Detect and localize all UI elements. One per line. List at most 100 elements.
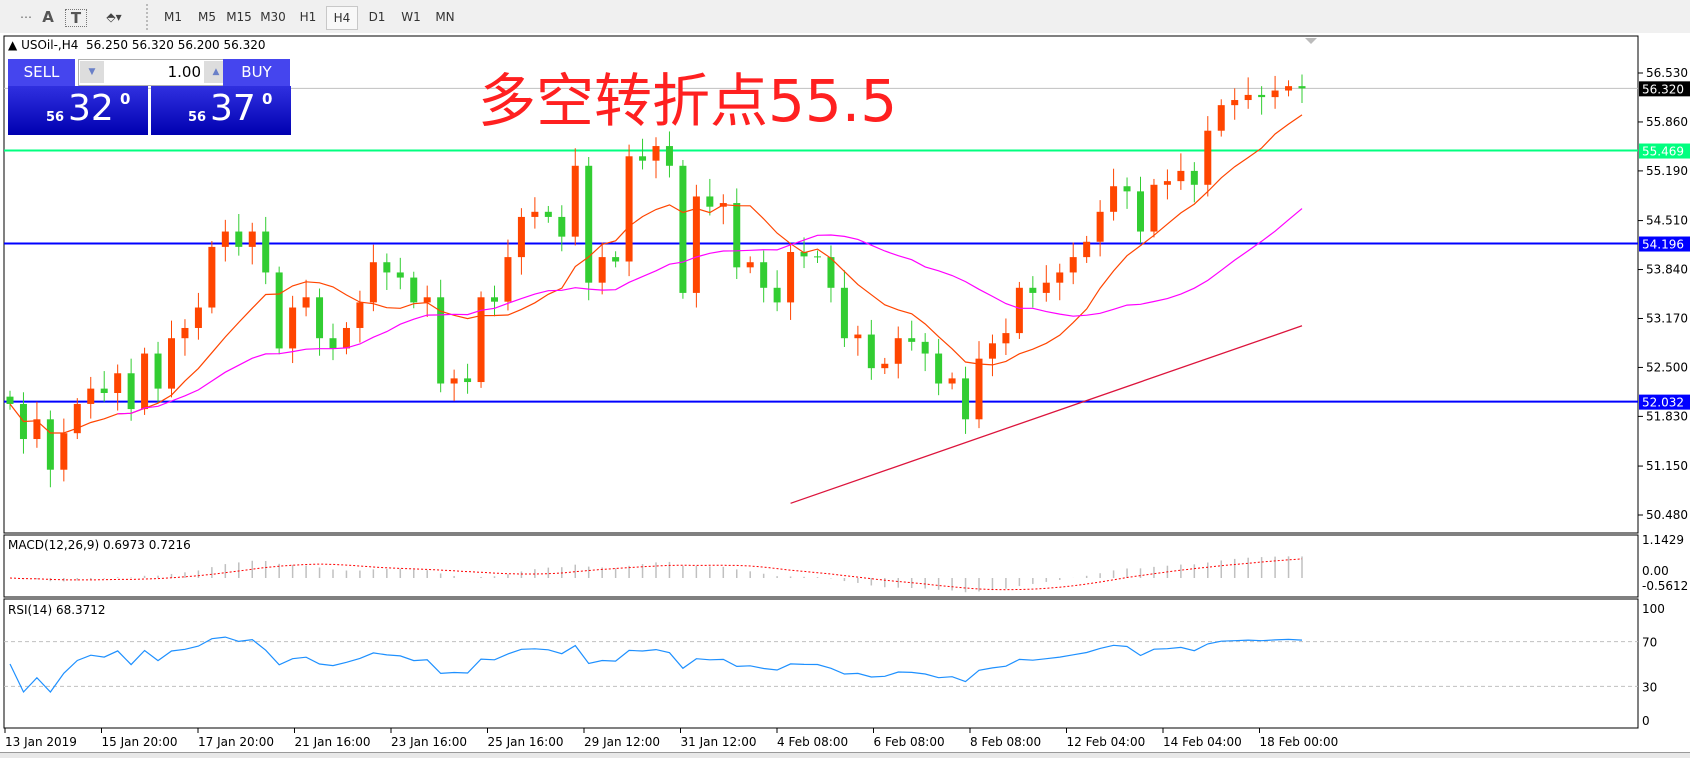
bullish-candle bbox=[1204, 130, 1212, 185]
support-level-badge bbox=[1639, 394, 1690, 410]
bearish-candle bbox=[1029, 287, 1037, 293]
bearish-candle bbox=[329, 338, 337, 349]
timeframe-d1-button[interactable]: D1 bbox=[368, 10, 386, 24]
collapse-triangle-icon[interactable]: ▲ bbox=[8, 38, 18, 52]
timeframe-w1-button[interactable]: W1 bbox=[401, 10, 421, 24]
bullish-candle bbox=[787, 251, 795, 303]
bullish-candle bbox=[369, 262, 377, 303]
time-tick-label: 21 Jan 16:00 bbox=[295, 735, 371, 749]
bullish-candle bbox=[450, 378, 458, 384]
rsi-tick-label: 0 bbox=[1642, 714, 1650, 728]
text-label-tool-icon[interactable]: T bbox=[65, 9, 87, 27]
toolbar-separator bbox=[146, 4, 148, 30]
bearish-candle bbox=[935, 353, 943, 384]
ohlc-close: 56.320 bbox=[223, 38, 266, 52]
bullish-candle bbox=[141, 353, 149, 410]
chart-tabs-bar bbox=[0, 752, 1690, 758]
bullish-candle bbox=[221, 231, 229, 247]
buy-price-main: 37 bbox=[210, 88, 256, 129]
bearish-candle bbox=[733, 203, 741, 268]
arrows-tool-icon[interactable]: ⬘▾ bbox=[106, 10, 122, 24]
timeframe-h4-button[interactable]: H4 bbox=[326, 6, 358, 30]
macd-tick-label: -0.5612 bbox=[1642, 579, 1688, 593]
buy-button[interactable]: BUY bbox=[223, 59, 290, 87]
lot-size-field[interactable]: ▼ 1.00 ▲ bbox=[78, 59, 230, 86]
bullish-candle bbox=[1244, 94, 1252, 101]
bearish-candle bbox=[491, 297, 498, 302]
sell-price-prefix: 56 bbox=[46, 110, 65, 125]
lot-decrease-icon[interactable]: ▼ bbox=[80, 61, 104, 83]
bearish-candle bbox=[127, 373, 135, 410]
bullish-candle bbox=[477, 297, 485, 383]
bearish-candle bbox=[275, 272, 283, 349]
bullish-candle bbox=[1271, 90, 1279, 98]
bullish-candle bbox=[194, 307, 202, 328]
lot-size-value[interactable]: 1.00 bbox=[167, 63, 201, 81]
chart-window[interactable] bbox=[0, 33, 1690, 757]
ohlc-open: 56.250 bbox=[86, 38, 129, 52]
bullish-candle bbox=[33, 419, 41, 440]
bullish-candle bbox=[60, 433, 68, 470]
bearish-candle bbox=[867, 334, 875, 369]
bullish-candle bbox=[1096, 211, 1104, 242]
bearish-candle bbox=[679, 165, 687, 293]
price-tick-label: 52.500 bbox=[1646, 360, 1688, 374]
bullish-candle bbox=[168, 338, 175, 389]
rsi-plot-frame bbox=[3, 598, 1639, 729]
support-level-label: 54.196 bbox=[1642, 238, 1684, 252]
buy-price[interactable]: 56 37 0 bbox=[151, 86, 291, 135]
timeframe-mn-button[interactable]: MN bbox=[435, 10, 455, 24]
macd-label: MACD(12,26,9) 0.6973 0.7216 bbox=[8, 538, 191, 552]
bullish-candle bbox=[571, 165, 579, 237]
time-tick-label: 23 Jan 16:00 bbox=[391, 735, 467, 749]
time-tick-label: 18 Feb 00:00 bbox=[1260, 735, 1339, 749]
chart-header: ▲ USOil-,H4 56.250 56.320 56.200 56.320 bbox=[8, 38, 266, 52]
timeframe-m30-button[interactable]: M30 bbox=[260, 10, 286, 24]
bullish-candle bbox=[114, 373, 122, 394]
bullish-candle bbox=[504, 257, 512, 302]
bearish-candle bbox=[262, 231, 270, 273]
timeframe-m1-button[interactable]: M1 bbox=[164, 10, 182, 24]
bullish-candle bbox=[342, 327, 350, 349]
bearish-candle bbox=[814, 256, 821, 258]
long-moving-average-line bbox=[790, 325, 1303, 504]
price-tick-label: 53.170 bbox=[1646, 311, 1688, 325]
bullish-candle bbox=[73, 403, 81, 434]
bearish-candle bbox=[827, 257, 835, 288]
bullish-candle bbox=[356, 302, 364, 328]
main-plot-frame bbox=[3, 35, 1639, 534]
fibonacci-tool-icon[interactable]: ⋯ bbox=[20, 10, 32, 24]
rsi-tick-label: 70 bbox=[1642, 636, 1657, 650]
rsi-tick-label: 100 bbox=[1642, 602, 1665, 616]
timeframe-m15-button[interactable]: M15 bbox=[226, 10, 252, 24]
time-tick-label: 25 Jan 16:00 bbox=[488, 735, 564, 749]
bullish-candle bbox=[1150, 184, 1158, 232]
price-tick-label: 56.530 bbox=[1646, 66, 1688, 80]
bullish-candle bbox=[652, 146, 660, 161]
lot-increase-icon[interactable]: ▲ bbox=[204, 61, 228, 83]
annotation-text: 多空转折点55.5 bbox=[478, 67, 898, 135]
time-tick-label: 14 Feb 04:00 bbox=[1163, 735, 1242, 749]
bullish-candle bbox=[625, 156, 633, 262]
sell-button[interactable]: SELL bbox=[8, 59, 75, 87]
buy-price-prefix: 56 bbox=[188, 110, 207, 125]
macd-plot-frame bbox=[3, 534, 1639, 598]
bearish-candle bbox=[410, 277, 418, 303]
text-tool-icon[interactable]: A bbox=[42, 8, 54, 26]
sell-price[interactable]: 56 32 0 bbox=[8, 86, 148, 135]
bullish-candle bbox=[423, 297, 431, 303]
bearish-candle bbox=[800, 251, 808, 257]
bullish-candle bbox=[1083, 241, 1091, 258]
bullish-candle bbox=[181, 327, 189, 339]
sell-price-main: 32 bbox=[68, 88, 114, 129]
bearish-candle bbox=[544, 211, 552, 217]
macd-tick-label: 0.00 bbox=[1642, 564, 1669, 578]
bullish-candle bbox=[988, 343, 996, 359]
timeframe-h1-button[interactable]: H1 bbox=[299, 10, 317, 24]
bullish-candle bbox=[517, 216, 525, 258]
time-tick-label: 4 Feb 08:00 bbox=[777, 735, 848, 749]
timeframe-m5-button[interactable]: M5 bbox=[198, 10, 216, 24]
chart-shift-marker-icon bbox=[1305, 38, 1317, 44]
current-price-label: 56.320 bbox=[1642, 82, 1684, 96]
